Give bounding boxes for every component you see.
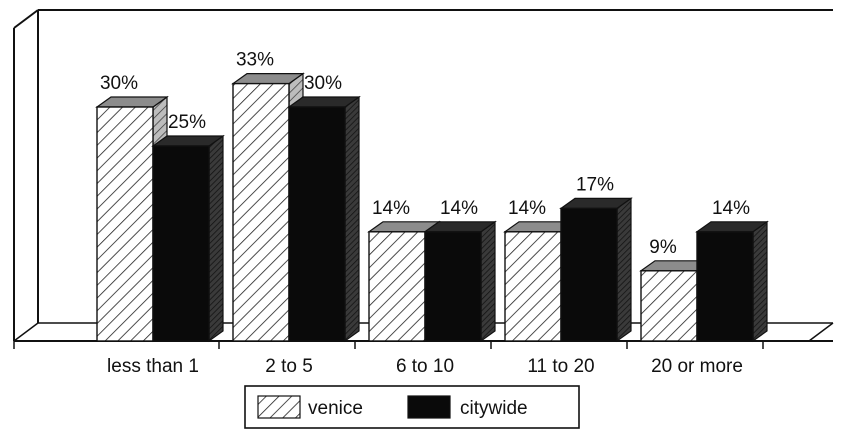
bar-side-citywide [752, 220, 768, 343]
bar-citywide-2 [423, 220, 497, 343]
bar-citywide-0 [151, 134, 225, 343]
data-labels-group: 30% 25% 33% 30% 14% 14% 14% 17% 9% 14% [100, 50, 750, 258]
data-label-venice-3: 14% [508, 198, 546, 219]
data-label-citywide-1: 30% [304, 73, 342, 94]
bar-front-citywide [696, 231, 754, 342]
bar-citywide-1 [287, 95, 361, 343]
x-tick-label-1: 2 to 5 [265, 356, 313, 377]
data-label-venice-1: 33% [236, 50, 274, 71]
x-tick-label-2: 6 to 10 [396, 356, 454, 377]
data-label-citywide-4: 14% [712, 198, 750, 219]
bar-side-citywide [208, 134, 224, 343]
floor-right-edge [808, 322, 834, 342]
legend-swatch-venice [257, 395, 301, 419]
side-wall-top [13, 9, 39, 29]
legend: venice citywide [244, 385, 580, 429]
bar-front-venice [96, 106, 154, 342]
bar-front-venice [504, 231, 562, 342]
floor-left-edge [13, 322, 39, 342]
data-label-venice-4: 9% [649, 237, 677, 258]
bar-citywide-3 [559, 197, 633, 343]
x-tick-label-0: less than 1 [107, 356, 199, 377]
bar-side-citywide [480, 220, 496, 343]
legend-label-citywide: citywide [460, 398, 528, 419]
bar-citywide-4 [695, 220, 769, 343]
legend-label-venice: venice [308, 398, 363, 419]
x-tick-label-4: 20 or more [651, 356, 743, 377]
bars-group [95, 72, 769, 343]
legend-swatch-citywide [407, 395, 451, 419]
bar-side-citywide [344, 95, 360, 343]
x-axis-ticks [13, 341, 764, 349]
x-tick-labels-group: less than 1 2 to 5 6 to 10 11 to 20 20 or mo… [107, 356, 743, 377]
data-label-venice-0: 30% [100, 73, 138, 94]
bar-front-venice [232, 82, 290, 342]
data-label-citywide-0: 25% [168, 112, 206, 133]
bar-side-citywide [616, 197, 632, 343]
bar-front-venice [640, 270, 698, 342]
x-tick-label-3: 11 to 20 [527, 356, 594, 377]
legend-box [244, 385, 580, 429]
bar-front-citywide [152, 145, 210, 342]
bar-front-citywide [288, 106, 346, 342]
bar-front-citywide [424, 231, 482, 342]
bar-front-venice [368, 231, 426, 342]
data-label-citywide-2: 14% [440, 198, 478, 219]
bar-front-citywide [560, 207, 618, 342]
data-label-venice-2: 14% [372, 198, 410, 219]
data-label-citywide-3: 17% [576, 174, 614, 195]
